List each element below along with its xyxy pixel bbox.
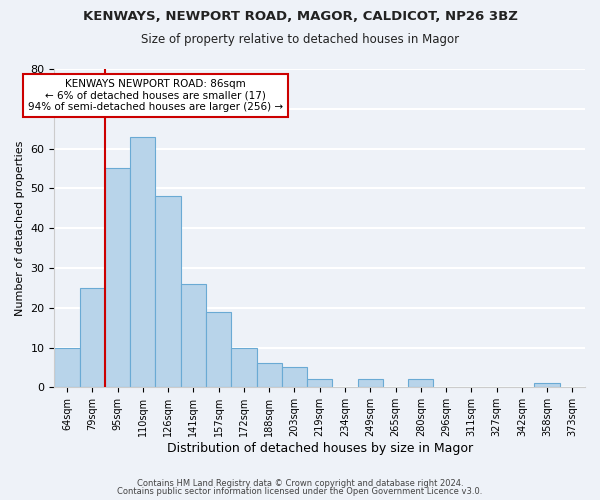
Bar [55,348,80,388]
Bar [80,288,105,388]
Text: KENWAYS NEWPORT ROAD: 86sqm
← 6% of detached houses are smaller (17)
94% of semi: KENWAYS NEWPORT ROAD: 86sqm ← 6% of deta… [28,79,283,112]
Bar [206,312,231,388]
Bar [105,168,130,388]
Text: KENWAYS, NEWPORT ROAD, MAGOR, CALDICOT, NP26 3BZ: KENWAYS, NEWPORT ROAD, MAGOR, CALDICOT, … [83,10,517,23]
Y-axis label: Number of detached properties: Number of detached properties [15,140,25,316]
Bar [231,348,257,388]
Text: Size of property relative to detached houses in Magor: Size of property relative to detached ho… [141,32,459,46]
Bar [307,380,332,388]
Bar [130,136,155,388]
Bar [282,368,307,388]
Bar [155,196,181,388]
Bar [257,364,282,388]
Bar [408,380,433,388]
X-axis label: Distribution of detached houses by size in Magor: Distribution of detached houses by size … [167,442,473,455]
Bar [181,284,206,388]
Text: Contains HM Land Registry data © Crown copyright and database right 2024.: Contains HM Land Registry data © Crown c… [137,478,463,488]
Bar [358,380,383,388]
Text: Contains public sector information licensed under the Open Government Licence v3: Contains public sector information licen… [118,487,482,496]
Bar [535,384,560,388]
